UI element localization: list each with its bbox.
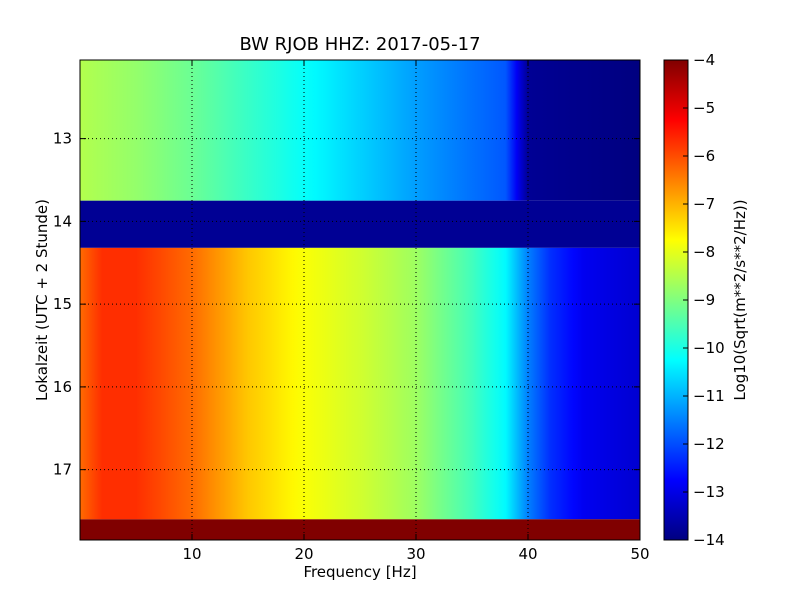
colorbar-tick-label: −4 [693, 51, 715, 69]
y-tick-label: 16 [53, 378, 72, 396]
colorbar-tick-label: −10 [693, 339, 725, 357]
colorbar-tick-label: −14 [693, 531, 725, 549]
x-axis-ticks: 10 20 30 40 50 [182, 60, 650, 563]
plot-frame [79, 59, 641, 541]
x-tick-label: 40 [518, 545, 537, 563]
heatmap-block-active [80, 247, 640, 520]
x-axis-label: Frequency [Hz] [303, 563, 416, 581]
y-tick-label: 17 [53, 461, 72, 479]
y-tick-label: 14 [53, 212, 72, 230]
heatmap-block-gap [80, 200, 640, 248]
y-tick-label: 13 [53, 130, 72, 148]
x-tick-label: 30 [406, 545, 425, 563]
colorbar-ticks: −4 −5 −6 −7 −8 −9 −10 −11 −12 −13 −14 [683, 51, 725, 549]
heatmap-image [80, 60, 640, 540]
colorbar-tick-label: −12 [693, 435, 725, 453]
colorbar-tick-label: −6 [693, 147, 715, 165]
y-axis-label: Lokalzeit (UTC + 2 Stunde) [33, 199, 51, 401]
colorbar-tick-label: −5 [693, 99, 715, 117]
colorbar-tick-label: −13 [693, 483, 725, 501]
x-tick-label: 10 [182, 545, 201, 563]
y-tick-label: 15 [53, 295, 72, 313]
grid-lines [80, 60, 640, 540]
colorbar-tick-label: −9 [693, 291, 715, 309]
y-axis-ticks: 13 14 15 16 17 [53, 130, 640, 479]
colorbar-tick-label: −8 [693, 243, 715, 261]
heatmap-block-saturated [80, 519, 640, 540]
colorbar-tick-label: −7 [693, 195, 715, 213]
heatmap-block-quiet [80, 60, 640, 201]
x-tick-label: 50 [630, 545, 649, 563]
colorbar-tick-label: −11 [693, 387, 725, 405]
colorbar-label: Log10(Sqrt(m**2/s**2/Hz)) [731, 199, 749, 400]
x-tick-label: 20 [294, 545, 313, 563]
chart-title: BW RJOB HHZ: 2017-05-17 [239, 34, 480, 55]
